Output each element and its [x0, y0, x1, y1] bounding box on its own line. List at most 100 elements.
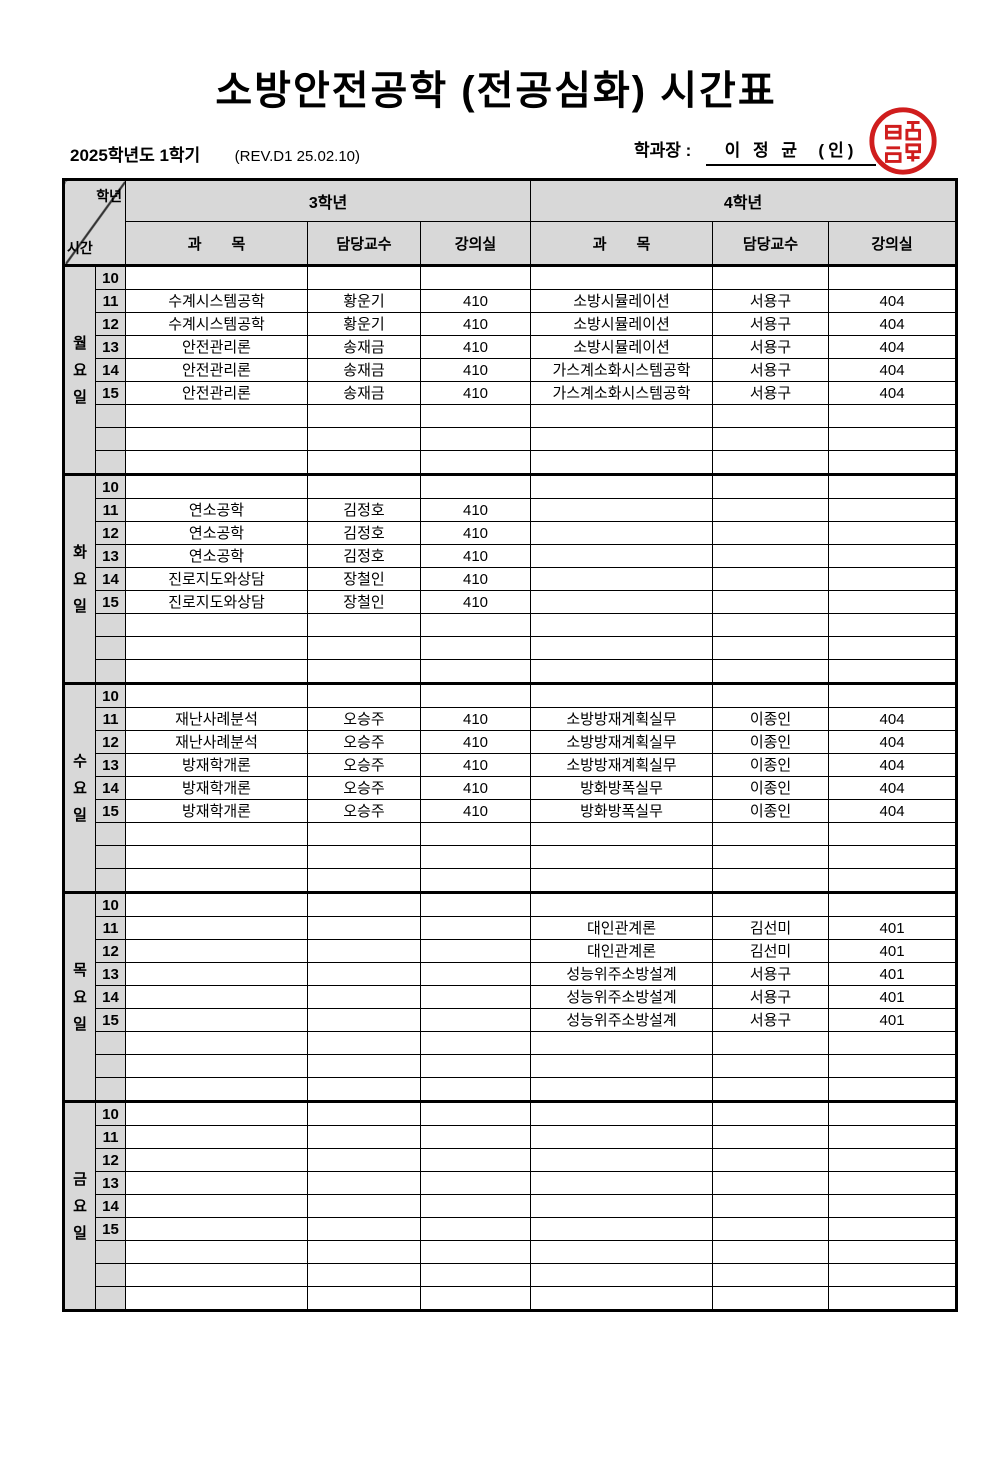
grade4-room-cell: 401 — [828, 962, 958, 986]
grade3-professor-cell: 송재금 — [307, 381, 421, 405]
table-header: 학년 시간 3학년 4학년 과 목 담당교수 강의실 과 목 담당교수 강의실 — [63, 179, 958, 266]
room-column-header: 강의실 — [828, 221, 958, 266]
grade4-subject-cell — [530, 891, 714, 917]
grade4-professor-cell — [712, 590, 830, 614]
grade4-room-cell: 401 — [828, 985, 958, 1009]
grade3-professor-cell — [307, 1100, 421, 1126]
timetable-row: 12 대인관계론 김선미 401 — [64, 939, 958, 963]
timetable-row: 15 성능위주소방설계 서용구 401 — [64, 1008, 958, 1032]
timetable-row: 12 — [64, 1148, 958, 1172]
hour-label: 14 — [95, 776, 126, 800]
grade3-subject-cell: 안전관리론 — [125, 381, 308, 405]
grade4-subject-cell — [530, 613, 714, 637]
grade4-professor-cell: 서용구 — [712, 312, 830, 336]
grade4-room-cell — [828, 1100, 958, 1126]
grade4-subject-cell: 가스계소화시스템공학 — [530, 381, 714, 405]
hour-label: 13 — [95, 1171, 126, 1195]
grade4-subject-cell: 소방시뮬레이션 — [530, 312, 714, 336]
timetable: 학년 시간 3학년 4학년 과 목 담당교수 강의실 과 목 담당교수 강의실 … — [62, 178, 959, 1312]
timetable-row: 13 성능위주소방설계 서용구 401 — [64, 962, 958, 986]
timetable-row: 14 — [64, 1194, 958, 1218]
hour-label — [95, 1286, 126, 1311]
grade3-subject-cell — [125, 962, 308, 986]
grade4-professor-cell — [712, 845, 830, 869]
grade4-room-cell — [828, 822, 958, 846]
subject-column-header: 과 목 — [530, 221, 714, 266]
timetable-row — [64, 1054, 958, 1078]
grade-3-header: 3학년 — [124, 179, 532, 222]
academic-term: 2025학년도 1학기 — [70, 146, 201, 165]
grade3-room-cell: 410 — [419, 312, 532, 336]
hour-label: 14 — [95, 358, 126, 382]
grade4-room-cell: 404 — [828, 707, 958, 731]
grade4-subject-cell — [530, 590, 714, 614]
grade4-subject-cell: 소방시뮬레이션 — [530, 335, 714, 359]
grade3-professor-cell — [307, 962, 421, 986]
grade3-subject-cell — [125, 404, 308, 428]
grade3-subject-cell — [125, 845, 308, 869]
timetable-row: 13 — [64, 1171, 958, 1195]
grade3-subject-cell — [125, 891, 308, 917]
grade3-subject-cell — [125, 1286, 308, 1311]
grade4-professor-cell: 이종인 — [712, 753, 830, 777]
meta-row: 2025학년도 1학기 (REV.D1 25.02.10) 학과장 : 이 정 … — [70, 107, 937, 175]
grade3-room-cell: 410 — [419, 776, 532, 800]
grade4-subject-cell — [530, 659, 714, 684]
grade4-subject-cell — [530, 1263, 714, 1287]
grade4-subject-cell — [530, 1125, 714, 1149]
grade4-room-cell — [828, 845, 958, 869]
grade4-room-cell: 404 — [828, 381, 958, 405]
hour-label: 11 — [95, 289, 126, 313]
timetable-row: 14 진로지도와상담 장철인 410 — [64, 567, 958, 591]
grade3-room-cell: 410 — [419, 544, 532, 568]
grade4-subject-cell — [530, 636, 714, 660]
hour-label: 12 — [95, 312, 126, 336]
timetable-document: { "title": "소방안전공학 (전공심화) 시간표", "meta": … — [0, 58, 992, 1461]
grade3-room-cell: 410 — [419, 799, 532, 823]
timetable-row — [64, 1077, 958, 1102]
revision-note: (REV.D1 25.02.10) — [234, 148, 361, 165]
grade3-subject-cell — [125, 868, 308, 893]
grade4-professor-cell — [712, 1100, 830, 1126]
grade3-room-cell — [419, 404, 532, 428]
grade3-professor-cell — [307, 264, 421, 290]
grade3-room-cell: 410 — [419, 567, 532, 591]
grade3-room-cell — [419, 1031, 532, 1055]
hour-label — [95, 613, 126, 637]
grade3-subject-cell: 수계시스템공학 — [125, 289, 308, 313]
hour-label: 13 — [95, 335, 126, 359]
grade3-subject-cell — [125, 822, 308, 846]
grade3-subject-cell: 방재학개론 — [125, 799, 308, 823]
grade4-subject-cell: 성능위주소방설계 — [530, 985, 714, 1009]
grade4-professor-cell: 이종인 — [712, 776, 830, 800]
grade4-room-cell — [828, 682, 958, 708]
grade3-room-cell — [419, 636, 532, 660]
grade3-room-cell — [419, 939, 532, 963]
timetable-row: 월 요 일 10 — [63, 264, 958, 475]
grade4-subject-cell — [530, 427, 714, 451]
grade4-room-cell — [828, 891, 958, 917]
grade4-room-cell — [828, 590, 958, 614]
timetable-row — [64, 1263, 958, 1287]
hour-label: 15 — [95, 1217, 126, 1241]
grade3-professor-cell — [307, 1077, 421, 1102]
grade4-room-cell — [828, 1077, 958, 1102]
grade3-subject-cell — [125, 473, 308, 499]
grade4-professor-cell — [712, 1286, 830, 1311]
grade4-professor-cell — [712, 1148, 830, 1172]
grade4-room-cell — [828, 1125, 958, 1149]
grade4-subject-cell — [530, 498, 714, 522]
grade4-subject-cell — [530, 868, 714, 893]
grade4-subject-cell — [530, 1286, 714, 1311]
grade3-room-cell: 410 — [419, 335, 532, 359]
grade4-room-cell: 404 — [828, 776, 958, 800]
grade4-professor-cell — [712, 1194, 830, 1218]
grade3-professor-cell — [307, 659, 421, 684]
hour-label — [95, 404, 126, 428]
grade3-subject-cell — [125, 264, 308, 290]
grade3-professor-cell — [307, 1125, 421, 1149]
grade3-subject-cell — [125, 1194, 308, 1218]
grade4-professor-cell — [712, 521, 830, 545]
hour-label: 10 — [95, 682, 126, 708]
page-title: 소방안전공학 (전공심화) 시간표 — [215, 69, 777, 113]
